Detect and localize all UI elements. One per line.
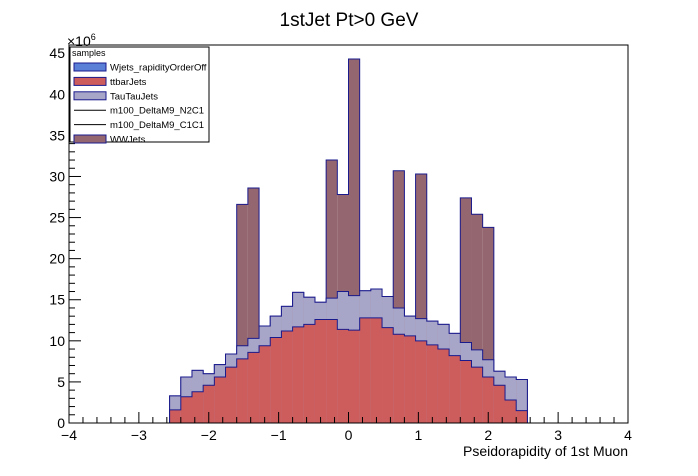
- y-tick-label: 35: [49, 127, 65, 143]
- bar-ttbarjets: [370, 317, 383, 423]
- legend-item: WWJets: [73, 134, 146, 146]
- outline-ttbarjets: [169, 317, 528, 423]
- y-tick-label: 10: [49, 333, 65, 349]
- x-axis-label: Pseidorapidity of 1st Muon: [463, 443, 628, 459]
- y-multiplier: ×106: [67, 32, 96, 49]
- bar-ttbarjets: [292, 326, 304, 423]
- bar-ttbarjets: [505, 399, 517, 423]
- bar-ttbarjets: [460, 360, 472, 423]
- legend-label: m100_DeltaM9_N2C1: [110, 106, 204, 117]
- outline-tautaujets: [169, 288, 528, 423]
- y-tick-label: 5: [57, 374, 65, 390]
- bar-wwjets: [393, 170, 405, 423]
- legend-item: m100_DeltaM9_N2C1: [74, 106, 204, 117]
- bar-ttbarjets: [225, 367, 237, 423]
- bar-ttbarjets: [404, 335, 416, 423]
- bar-wwjets: [415, 174, 427, 423]
- y-tick-label: 45: [49, 45, 65, 61]
- legend-label: m100_DeltaM9_C1C1: [110, 120, 204, 131]
- chart-title: 1stJet Pt>0 GeV: [280, 10, 419, 31]
- bar-ttbarjets: [426, 344, 438, 423]
- legend-label: TauTauJets: [110, 91, 158, 102]
- bar-wwjets: [236, 204, 248, 423]
- bar-ttbarjets: [259, 345, 271, 423]
- bar-ttbarjets: [516, 410, 528, 423]
- legend-swatch: [73, 76, 107, 86]
- y-tick-label: 0: [57, 415, 65, 431]
- bar-ttbarjets: [314, 319, 327, 423]
- bar-ttbarjets: [270, 337, 282, 423]
- bar-ttbarjets: [493, 385, 506, 423]
- bar-ttbarjets: [437, 349, 450, 423]
- bar-ttbarjets: [359, 317, 371, 423]
- bar-wwjets: [348, 58, 360, 423]
- bar-wwjets: [247, 187, 260, 423]
- y-tick-label: 20: [49, 251, 65, 267]
- legend-title: samples: [72, 48, 106, 58]
- y-tick-label: 30: [49, 168, 65, 184]
- legend-item: ttbarJets: [73, 76, 147, 88]
- legend-swatch: [73, 134, 107, 144]
- legend-label: Wjets_rapidityOrderOff: [110, 63, 207, 74]
- x-tick-label: 3: [554, 427, 562, 443]
- bar-ttbarjets: [180, 396, 192, 423]
- y-tick-label: 15: [49, 292, 65, 308]
- bar-wwjets: [471, 214, 483, 423]
- bar-wwjets: [326, 160, 338, 424]
- bar-ttbarjets: [393, 334, 405, 423]
- x-tick-label: 0: [345, 427, 353, 443]
- bar-ttbarjets: [247, 352, 260, 423]
- legend-label: ttbarJets: [110, 77, 147, 88]
- bar-ttbarjets: [382, 327, 394, 423]
- x-tick-label: −1: [271, 427, 287, 443]
- legend-item: TauTauJets: [73, 91, 158, 102]
- bar-ttbarjets: [169, 409, 181, 423]
- bar-ttbarjets: [236, 358, 248, 423]
- x-tick-label: −2: [201, 427, 217, 443]
- bars-layer: [169, 58, 528, 424]
- bar-ttbarjets: [303, 324, 315, 423]
- bar-ttbarjets: [281, 330, 293, 423]
- y-tick-label: 25: [49, 210, 65, 226]
- bar-ttbarjets: [415, 340, 427, 423]
- x-axis: −4 −3 −2 −1 0 1 2 3 4: [61, 412, 632, 443]
- bar-ttbarjets: [348, 330, 360, 423]
- bar-ttbarjets: [326, 319, 338, 423]
- legend-swatch: [73, 91, 107, 101]
- bar-ttbarjets: [337, 329, 349, 423]
- bar-tautaujets: [516, 379, 528, 423]
- bar-wwjets: [460, 197, 472, 423]
- x-tick-label: −4: [61, 427, 77, 443]
- y-tick-label: 40: [49, 86, 65, 102]
- series-ttbarjets: [169, 317, 528, 423]
- legend: samples Wjets_rapidityOrderOff ttbarJets Ta…: [69, 46, 210, 146]
- bar-ttbarjets: [449, 355, 461, 423]
- x-tick-label: 4: [624, 427, 632, 443]
- bar-ttbarjets: [203, 385, 215, 423]
- bar-ttbarjets: [214, 376, 226, 423]
- x-tick-label: 1: [414, 427, 422, 443]
- bar-ttbarjets: [471, 367, 483, 423]
- x-tick-label: 2: [484, 427, 492, 443]
- x-tick-label: −3: [131, 427, 147, 443]
- legend-label: WWJets: [110, 135, 146, 146]
- bar-ttbarjets: [482, 376, 494, 423]
- bar-ttbarjets: [191, 391, 204, 423]
- bar-wwjets: [482, 227, 494, 423]
- legend-swatch: [73, 62, 107, 72]
- legend-item: Wjets_rapidityOrderOff: [73, 62, 207, 74]
- y-multiplier-exponent: 6: [91, 32, 96, 42]
- legend-item: m100_DeltaM9_C1C1: [74, 120, 204, 131]
